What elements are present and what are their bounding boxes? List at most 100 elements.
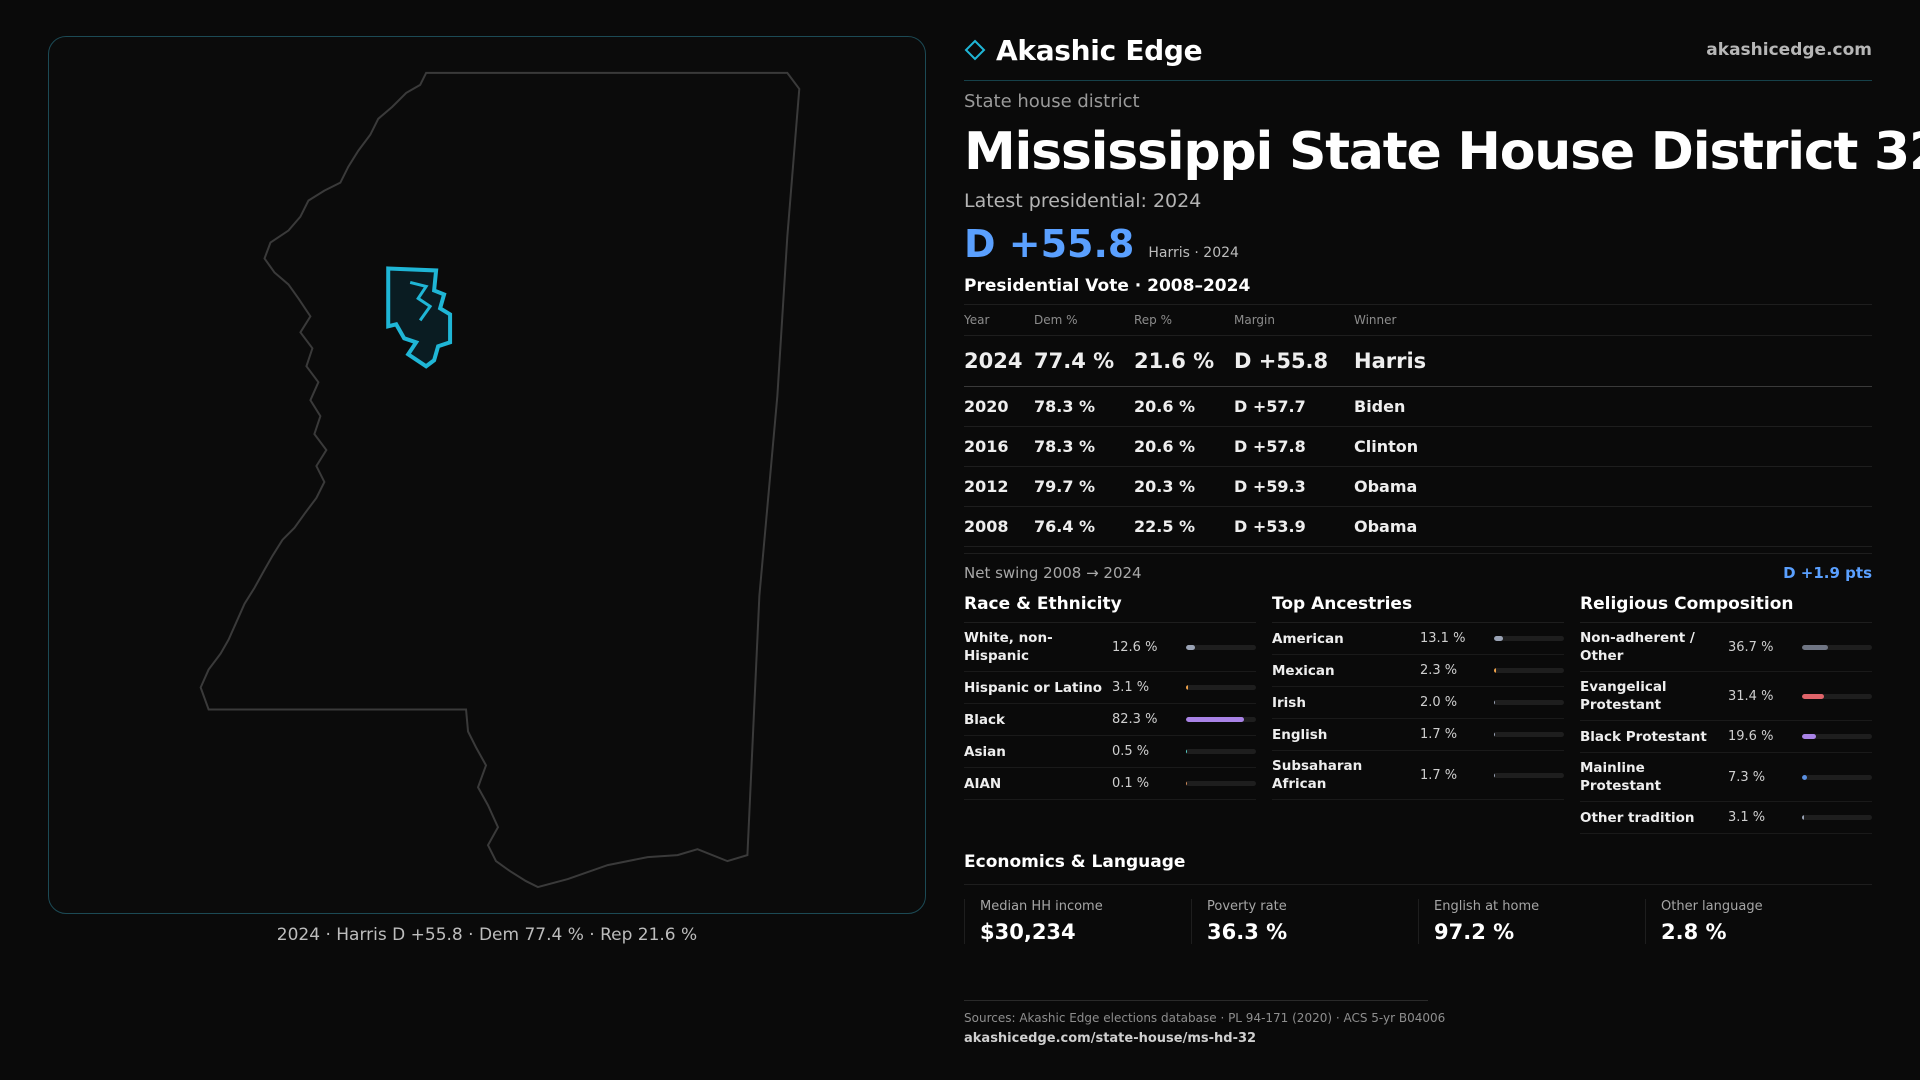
econ-value: 97.2 % [1434, 920, 1515, 944]
stat-name: AIAN [964, 775, 1002, 792]
list-item: Non-adherent / Other 36.7 % [1580, 623, 1872, 672]
list-item: English 1.7 % [1272, 719, 1564, 751]
stat-bar [1494, 636, 1564, 641]
cell-winner: Obama [1354, 466, 1872, 507]
cell-year: 2008 [964, 506, 1034, 547]
stat-bar [1494, 668, 1564, 673]
cell-year: 2024 [964, 335, 1034, 387]
stat-bar [1186, 749, 1256, 754]
page-url-link[interactable]: akashicedge.com/state-house/ms-hd-32 [964, 1031, 1257, 1046]
stat-bar [1186, 781, 1256, 786]
list-item: American 13.1 % [1272, 623, 1564, 655]
stat-bar-fill [1802, 815, 1805, 820]
stat-percent: 82.3 % [1112, 712, 1158, 727]
district-32-inner-line [409, 280, 433, 322]
econ-card-poverty: Poverty rate 36.3 % [1191, 899, 1403, 944]
demographics: Race & Ethnicity White, non-Hispanic 12.… [964, 594, 1872, 834]
sources-note: Sources: Akashic Edge elections database… [964, 1011, 1446, 1025]
race-ethnicity-panel: Race & Ethnicity White, non-Hispanic 12.… [964, 594, 1256, 834]
stat-name: Irish [1272, 694, 1306, 711]
table-row: 2024 77.4 % 21.6 % D +55.8 Harris [964, 335, 1872, 387]
stat-name: Mexican [1272, 662, 1335, 679]
stat-bar-fill [1186, 781, 1188, 786]
stat-percent: 3.1 % [1112, 680, 1150, 695]
stat-bar [1186, 717, 1256, 722]
cell-margin: D +57.7 [1234, 386, 1354, 427]
latest-margin-value: D +55.8 [964, 222, 1135, 266]
cell-rep: 20.6 % [1134, 386, 1234, 427]
stat-name: Non-adherent / Other [1580, 630, 1695, 664]
footer-divider [964, 1000, 1428, 1001]
stat-name: Asian [964, 743, 1006, 760]
map-caption: 2024 · Harris D +55.8 · Dem 77.4 % · Rep… [276, 925, 698, 945]
stat-percent: 0.5 % [1112, 744, 1150, 759]
cell-margin: D +55.8 [1234, 335, 1354, 387]
district-map [48, 36, 926, 914]
list-item: Hispanic or Latino 3.1 % [964, 672, 1256, 704]
econ-value: 2.8 % [1661, 920, 1727, 944]
stat-bar [1494, 732, 1564, 737]
econ-label: English at home [1434, 899, 1540, 914]
stat-bar-fill [1186, 749, 1188, 754]
table-row: 2008 76.4 % 22.5 % D +53.9 Obama [964, 506, 1872, 547]
stat-bar [1802, 815, 1872, 820]
cell-dem: 78.3 % [1034, 386, 1134, 427]
cell-dem: 76.4 % [1034, 506, 1134, 547]
page-title: Mississippi State House District 32 [964, 122, 1920, 182]
district-kind: State house district [964, 91, 1140, 112]
stat-percent: 2.3 % [1420, 663, 1458, 678]
list-item: Mainline Protestant 7.3 % [1580, 753, 1872, 802]
list-item: Subsaharan African 1.7 % [1272, 751, 1564, 800]
stat-bar [1494, 772, 1564, 778]
cell-winner: Clinton [1354, 426, 1872, 467]
mississippi-map [199, 71, 801, 889]
stat-bar-fill [1494, 700, 1496, 705]
cell-winner: Harris [1354, 335, 1872, 387]
econ-value: 36.3 % [1207, 920, 1288, 944]
list-item: Asian 0.5 % [964, 736, 1256, 768]
stat-percent: 3.1 % [1728, 810, 1766, 825]
cell-rep: 22.5 % [1134, 506, 1234, 547]
cell-rep: 20.6 % [1134, 426, 1234, 467]
stat-bar-fill [1186, 644, 1195, 650]
stat-bar-fill [1802, 774, 1808, 780]
econ-label: Poverty rate [1207, 899, 1287, 914]
column-header-rep: Rep % [1134, 304, 1234, 336]
net-swing-value: D +1.9 pts [1783, 564, 1872, 582]
stat-percent: 12.6 % [1112, 639, 1158, 655]
stat-bar-fill [1494, 668, 1496, 673]
table-header-row: Year Dem % Rep % Margin Winner [964, 304, 1872, 336]
brand-url-link[interactable]: akashicedge.com [1706, 40, 1872, 60]
column-header-margin: Margin [1234, 304, 1354, 336]
column-header-dem: Dem % [1034, 304, 1134, 336]
stat-name: Hispanic or Latino [964, 679, 1102, 696]
stat-name: Subsaharan African [1272, 758, 1363, 792]
stat-percent: 7.3 % [1728, 769, 1766, 785]
stat-bar [1802, 644, 1872, 650]
stat-percent: 19.6 % [1728, 729, 1774, 744]
stat-name: Black Protestant [1580, 728, 1707, 745]
religion-panel: Religious Composition Non-adherent / Oth… [1580, 594, 1872, 834]
list-item: Other tradition 3.1 % [1580, 802, 1872, 834]
table-row: 2016 78.3 % 20.6 % D +57.8 Clinton [964, 426, 1872, 467]
econ-card-income: Median HH income $30,234 [964, 899, 1176, 944]
stat-name: White, non-Hispanic [964, 630, 1053, 664]
stat-bar [1802, 774, 1872, 780]
stat-percent: 1.7 % [1420, 767, 1458, 783]
table-row: 2012 79.7 % 20.3 % D +59.3 Obama [964, 466, 1872, 507]
econ-card-other-language: Other language 2.8 % [1645, 899, 1857, 944]
stat-name: Other tradition [1580, 809, 1695, 826]
table-row: 2020 78.3 % 20.6 % D +57.7 Biden [964, 386, 1872, 427]
cell-rep: 21.6 % [1134, 335, 1234, 387]
column-header-winner: Winner [1354, 304, 1872, 336]
cell-margin: D +53.9 [1234, 506, 1354, 547]
brand-name: Akashic Edge [996, 33, 1203, 67]
list-item: AIAN 0.1 % [964, 768, 1256, 800]
presidential-vote-heading: Presidential Vote · 2008–2024 [964, 276, 1251, 296]
list-item: White, non-Hispanic 12.6 % [964, 623, 1256, 672]
list-item: Black Protestant 19.6 % [1580, 721, 1872, 753]
ancestries-title: Top Ancestries [1272, 594, 1564, 623]
cell-dem: 77.4 % [1034, 335, 1134, 387]
stat-bar-fill [1802, 644, 1828, 650]
stat-bar [1802, 693, 1872, 699]
